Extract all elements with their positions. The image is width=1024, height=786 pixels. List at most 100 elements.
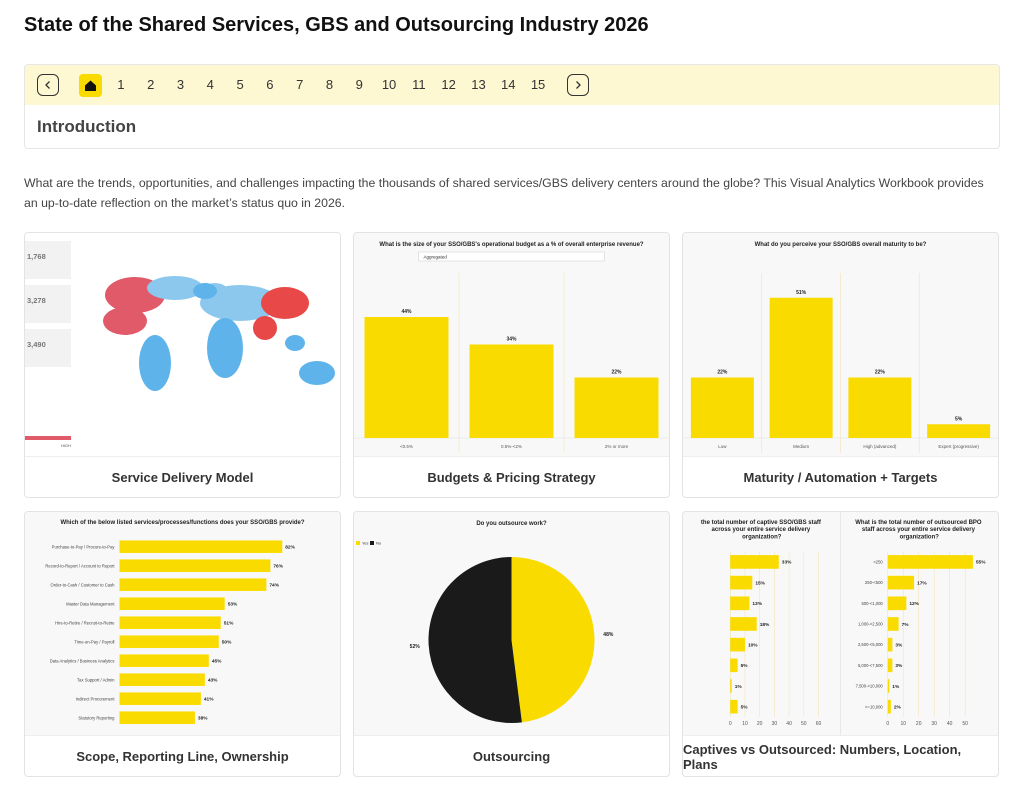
stat-panel [25,241,71,279]
card[interactable]: the total number of captive SSO/GBS staf… [682,511,999,777]
chart: the total number of captive SSO/GBS staf… [701,520,823,727]
next-icon [576,81,581,89]
page-link[interactable]: 1 [117,77,125,92]
filter-dropdown [418,251,605,262]
home-button[interactable] [79,74,102,97]
nav-strip: 1 2 3 4 5 6 7 8 9 10 11 12 13 14 15 [25,65,999,105]
category-label: Data Analytics / Business Analytics [50,658,115,663]
bar [730,596,750,611]
value-label: 33% [782,560,792,566]
map-region [200,285,280,321]
value-label: 22% [611,370,622,376]
card[interactable]: Do you outsource work? Yes No 48% 52% Outsou… [353,511,670,777]
card[interactable]: Which of the below listed services/proce… [24,511,341,777]
map-region [193,283,217,299]
bar [574,377,659,438]
value-label: 5% [741,704,749,710]
stat-value: 1,768 [27,252,46,261]
card[interactable]: What do you perceive your SSO/GBS overal… [682,232,999,498]
page-link[interactable]: 4 [206,77,214,92]
card-caption: Budgets & Pricing Strategy [427,470,596,485]
legend-label: HIGH [61,443,71,448]
value-label: 17% [917,580,927,586]
map-region [147,276,203,300]
prev-button[interactable] [37,74,59,96]
card-thumbnail: What is the size of your SSO/GBS's opera… [354,233,669,457]
category-label: Hire-to-Retire / Recruit-to-Retire [55,620,115,625]
page-link[interactable]: 6 [266,77,274,92]
category-label: 2% or more [605,444,629,449]
value-label: 22% [875,370,886,376]
next-button[interactable] [567,74,589,96]
x-tick-label: 10 [742,721,748,727]
card-thumbnail: What do you perceive your SSO/GBS overal… [683,233,998,457]
category-label: Indirect Procurement [76,696,116,701]
value-label: 34% [506,337,517,343]
chart: 1,768 3,278 3,490 HIGH [25,233,340,456]
page-link[interactable]: 15 [530,77,546,92]
page-link[interactable]: 14 [501,77,516,92]
value-label: 5% [955,416,963,422]
x-tick-label: 20 [757,721,763,727]
page-link[interactable]: 13 [471,77,486,92]
category-label: 2,500-<5,000 [858,642,883,647]
legend-gradient [25,436,71,440]
x-tick-label: 30 [772,721,778,727]
x-tick-label: 0 [729,721,732,727]
value-label: 3% [895,663,903,669]
legend-swatch [370,541,374,545]
pie-slice [511,557,595,723]
bar [119,654,209,667]
bar [730,679,732,693]
category-label: Record-to-Report / Account to Report [45,563,115,568]
page-link[interactable]: 7 [296,77,304,92]
chart: What is the total number of outsourced B… [840,512,986,735]
page-list: 1 2 3 4 5 6 7 8 9 10 11 12 13 14 15 [106,76,553,94]
card-thumbnail: 1,768 3,278 3,490 HIGH [25,233,340,457]
card[interactable]: 1,768 3,278 3,490 HIGH Service Delivery Mode… [24,232,341,498]
page-link[interactable]: 11 [412,77,426,92]
bar [690,377,754,438]
card-caption: Scope, Reporting Line, Ownership [76,749,289,764]
value-label: 12% [909,601,919,607]
category-label: Statutory Reporting [78,715,115,720]
value-label: 76% [273,564,283,570]
category-label: <250 [873,560,883,565]
x-tick-label: 40 [947,721,953,727]
category-label: 7,500-<10,000 [856,684,884,689]
page-link[interactable]: 5 [236,77,244,92]
bar [119,692,201,705]
card[interactable]: What is the size of your SSO/GBS's opera… [353,232,670,498]
bar [119,578,267,591]
bar [769,297,833,438]
page-link[interactable]: 3 [176,77,185,92]
page-link[interactable]: 2 [147,77,155,92]
bar [469,344,554,438]
section-title: Introduction [37,117,137,136]
value-label: 45% [212,659,222,665]
chart-title: What do you perceive your SSO/GBS overal… [755,242,927,248]
value-label: 48% [603,632,614,638]
card-thumbnail: Which of the below listed services/proce… [25,512,340,736]
map-region [253,316,277,340]
bar [730,658,738,673]
page-link[interactable]: 12 [441,77,456,92]
page-link[interactable]: 8 [325,77,334,92]
category-label: Order-to-Cash / Customer to Cash [51,582,116,587]
page-link[interactable]: 10 [381,77,397,92]
value-label: 10% [748,642,758,648]
card-grid: 1,768 3,278 3,490 HIGH Service Delivery Mode… [24,232,1000,777]
prev-icon [45,81,50,89]
page-link[interactable]: 9 [355,77,363,92]
category-label: Medium [793,444,809,449]
value-label: 51% [796,290,807,296]
value-label: 51% [224,621,234,627]
bar [887,699,891,714]
value-label: 18% [760,622,770,628]
card-thumbnail: the total number of captive SSO/GBS staf… [683,512,998,736]
chart-title: Do you outsource work? [476,521,547,527]
bar [119,597,225,610]
bar [730,575,753,590]
category-label: High (advanced) [863,444,897,449]
value-label: 38% [198,716,208,722]
